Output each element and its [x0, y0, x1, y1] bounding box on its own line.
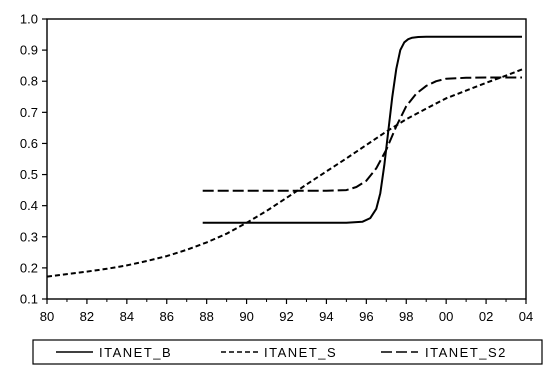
- x-axis: 80 82 84 86 88 90 92 94 96 98 00 02 04: [40, 299, 533, 324]
- plot-frame: [46, 18, 527, 300]
- y-tick-label: 0.6: [20, 136, 38, 151]
- y-tick-label: 0.2: [20, 260, 38, 275]
- y-tick-label: 1.0: [20, 12, 38, 27]
- y-tick-label: 0.3: [20, 229, 38, 244]
- x-tick-label: 04: [519, 309, 533, 324]
- x-tick-label: 84: [120, 309, 134, 324]
- x-tick-label: 80: [40, 309, 54, 324]
- y-axis: 0.1 0.2 0.3 0.4 0.5 0.6 0.7 0.8 0.9 1.0: [20, 12, 47, 307]
- x-tick-label: 98: [399, 309, 413, 324]
- x-tick-label: 90: [239, 309, 253, 324]
- x-tick-label: 02: [479, 309, 493, 324]
- legend: ITANET_B ITANET_S ITANET_S2: [32, 339, 543, 365]
- series-line-itanet-s2: [202, 76, 522, 192]
- y-tick-label: 0.9: [20, 43, 38, 58]
- y-tick-label: 0.7: [20, 105, 38, 120]
- x-tick-label: 82: [80, 309, 94, 324]
- x-tick-label: 86: [160, 309, 174, 324]
- legend-box: [32, 339, 543, 365]
- y-tick-label: 0.8: [20, 74, 38, 89]
- series-line-itanet-s: [46, 68, 523, 278]
- x-tick-label: 96: [359, 309, 373, 324]
- legend-label-itanet-s: ITANET_S: [264, 345, 337, 360]
- y-tick-label: 0.4: [20, 198, 38, 213]
- x-tick-label: 88: [199, 309, 213, 324]
- legend-label-itanet-s2: ITANET_S2: [425, 345, 507, 360]
- series-line-itanet-b: [202, 35, 522, 224]
- x-tick-label: 00: [439, 309, 453, 324]
- y-tick-label: 0.5: [20, 167, 38, 182]
- series-layer: [46, 35, 523, 278]
- x-tick-label: 92: [279, 309, 293, 324]
- legend-label-itanet-b: ITANET_B: [99, 345, 172, 360]
- y-tick-label: 0.1: [20, 292, 38, 307]
- x-tick-label: 94: [319, 309, 333, 324]
